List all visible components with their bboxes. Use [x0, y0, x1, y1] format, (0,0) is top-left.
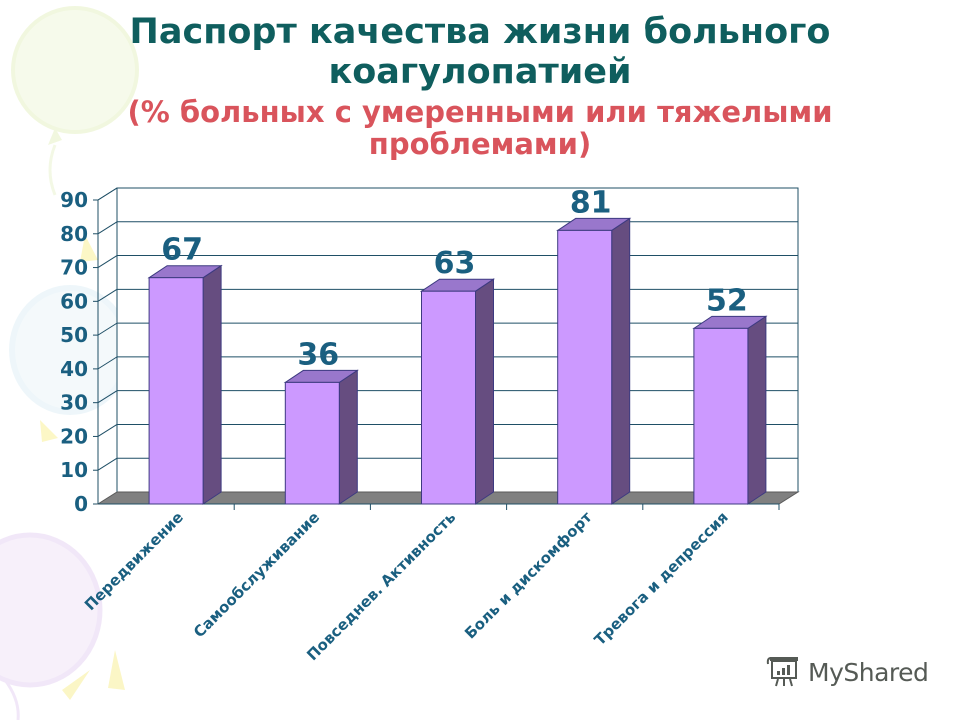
watermark: MyShared [766, 656, 929, 688]
x-category-label: Самообслуживание [190, 508, 323, 641]
x-category-label: Боль и дискомфорт [461, 508, 596, 643]
bar-3 [421, 290, 476, 505]
watermark-label: MyShared [808, 657, 929, 687]
gridline-side [97, 424, 118, 437]
bar-value-label: 63 [434, 246, 476, 281]
gridline-side [97, 187, 118, 201]
bar-side-face [475, 278, 494, 505]
chart-subtitle-line-2: проблемами) [368, 127, 592, 161]
gridline-side [97, 255, 118, 268]
bar-5 [693, 327, 749, 505]
y-tick-label: 70 [60, 256, 88, 280]
x-category-label: Передвижение [81, 508, 187, 614]
y-tick-label: 80 [60, 222, 88, 246]
y-tick-label: 50 [60, 323, 88, 347]
y-tick-label: 60 [60, 289, 88, 313]
bar-value-label: 67 [161, 233, 203, 268]
presentation-board-icon [766, 657, 798, 687]
y-tick-label: 20 [60, 424, 88, 448]
chart-title-line-1: Паспорт качества жизни больного [129, 12, 831, 52]
gridline-side [97, 322, 118, 336]
y-tick-label: 0 [74, 492, 88, 516]
bar-side-face [202, 264, 222, 505]
chart-title-line-2: коагулопатией [328, 52, 632, 92]
bar-side-face [611, 217, 631, 505]
bar-side-face [338, 369, 358, 505]
x-category-label: Тревога и депрессия [591, 508, 732, 649]
bar-2 [284, 381, 340, 505]
gridline-side [97, 221, 118, 235]
chart-subtitle-line-1: (% больных с умеренными или тяжелыми [127, 95, 833, 129]
y-tick-label: 30 [60, 391, 88, 415]
bar-4 [557, 229, 613, 505]
bar-value-label: 36 [297, 337, 339, 372]
bar-side-face [747, 315, 767, 505]
y-tick-label: 90 [60, 188, 88, 212]
gridline-side [97, 288, 118, 302]
gridline-side [97, 356, 118, 370]
bar-1 [148, 277, 204, 505]
x-category-label: Повседнев. Активность [303, 508, 459, 664]
gridline-side [97, 390, 118, 404]
y-tick-label: 10 [60, 458, 88, 482]
gridline-side [97, 457, 118, 471]
y-tick-label: 40 [60, 357, 88, 381]
bar-value-label: 52 [706, 283, 748, 318]
bar-value-label: 81 [570, 185, 612, 220]
